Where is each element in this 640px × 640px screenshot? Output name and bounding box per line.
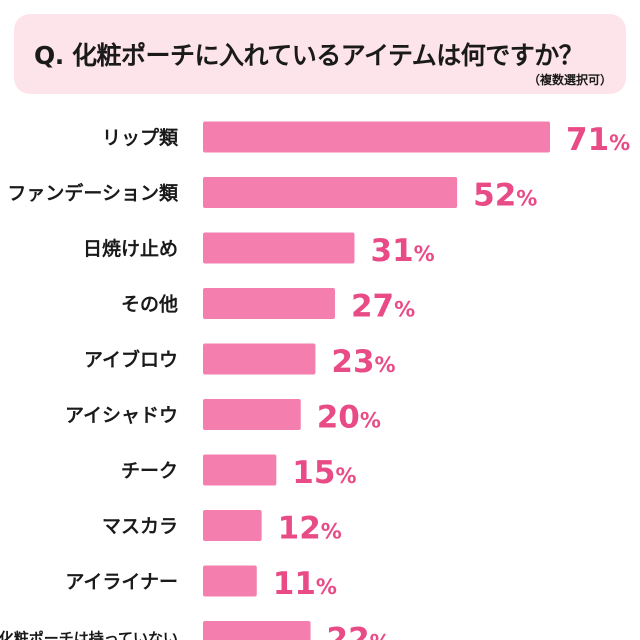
bar [203,510,262,541]
value-label: 52% [473,178,537,214]
category-label: チーク [121,460,178,482]
value-label: 22% [327,622,391,640]
category-label: ファンデーション類 [7,182,179,205]
bar [203,121,550,153]
value-label: 11% [273,566,337,602]
bar [203,343,316,375]
value-label: 27% [351,289,415,325]
bar [203,399,301,430]
bar [203,621,311,640]
category-label: その他 [121,293,178,316]
category-label: リップ類 [102,126,179,149]
question-note: （複数選択可） [527,73,612,87]
bar [203,565,257,597]
category-label: 化粧ポーチは持っていない [0,630,178,640]
value-label: 12% [278,511,342,547]
value-label: 71% [566,122,630,158]
value-label: 15% [292,455,356,491]
value-label: 20% [317,400,381,436]
bar [203,177,458,208]
category-label: アイシャドウ [65,405,178,427]
value-label: 23% [331,344,395,380]
question-title: Q. 化粧ポーチに入れているアイテムは何ですか？ [34,41,584,70]
bar [203,288,335,319]
category-label: アイライナー [65,571,178,593]
category-label: アイブロウ [84,348,178,371]
value-label: 31% [371,233,435,269]
bar [203,454,277,486]
bar [203,232,355,264]
category-label: 日焼け止め [83,237,178,260]
question-box: Q. 化粧ポーチに入れているアイテムは何ですか？ （複数選択可） [14,14,626,94]
category-label: マスカラ [102,516,178,538]
